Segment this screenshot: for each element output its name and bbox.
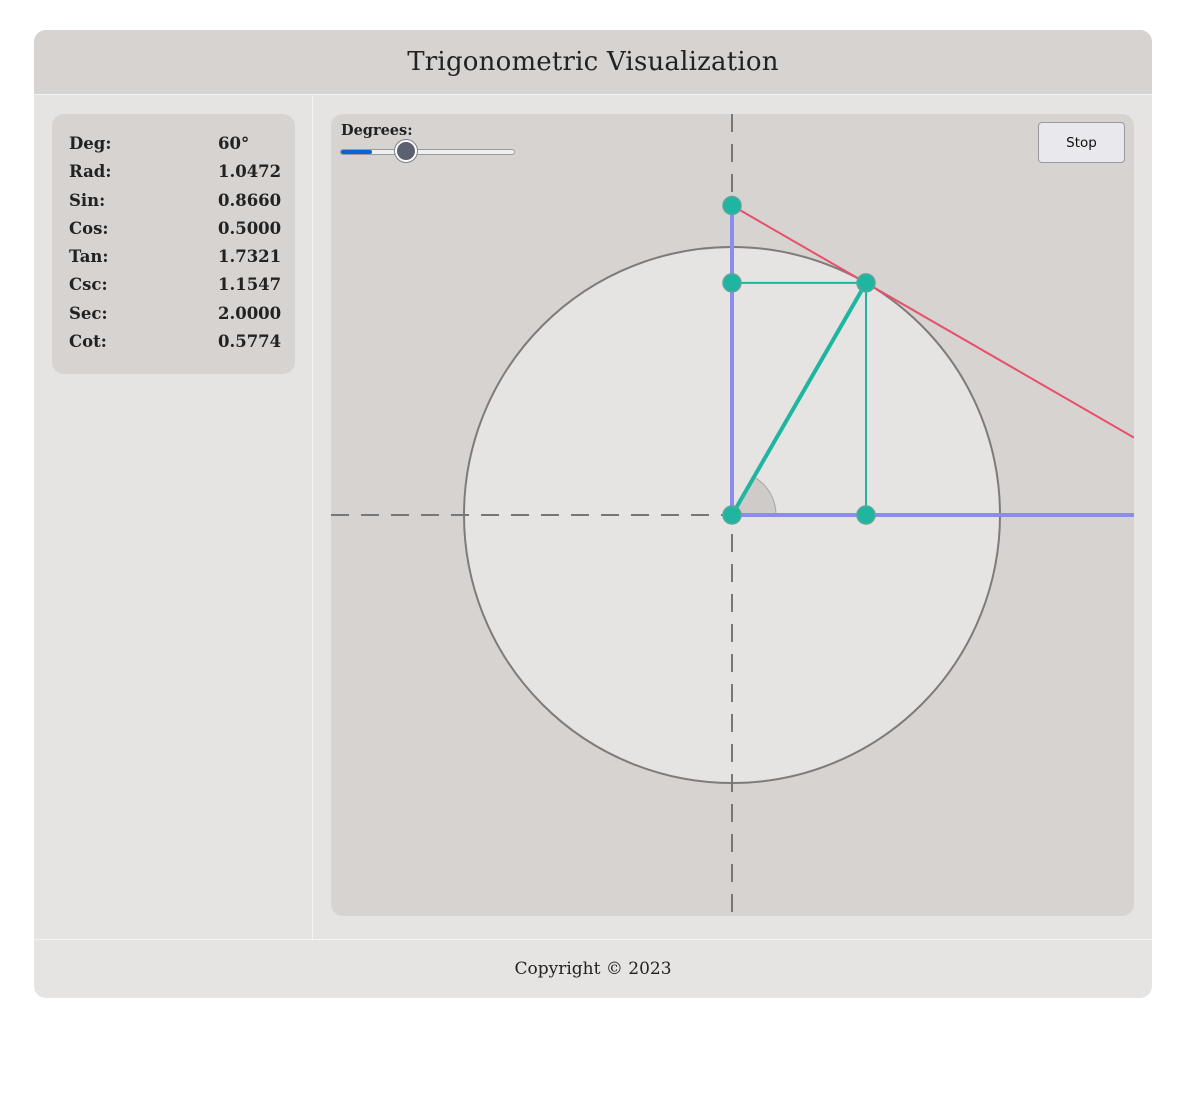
value-label: Csc: bbox=[69, 275, 108, 295]
value-number: 60° bbox=[218, 134, 250, 153]
value-row-rad: Rad: 1.0472 bbox=[69, 158, 295, 186]
sin-y-point bbox=[722, 273, 742, 293]
header: Trigonometric Visualization bbox=[34, 30, 1152, 95]
origin-point bbox=[722, 505, 742, 525]
value-number: 0.5000 bbox=[218, 218, 282, 238]
csc-point bbox=[722, 195, 742, 216]
value-row-sec: Sec: 2.0000 bbox=[69, 300, 295, 328]
value-number: 2.0000 bbox=[218, 303, 282, 323]
degrees-slider-thumb[interactable] bbox=[394, 140, 417, 162]
sidebar: Deg: 60° Rad: 1.0472 Sin: 0.8660 Cos: 0.5000… bbox=[34, 96, 313, 939]
value-row-deg: Deg: 60° bbox=[69, 130, 295, 158]
value-label: Deg: bbox=[69, 134, 112, 153]
value-number: 0.8660 bbox=[218, 190, 282, 210]
unit-circle-svg bbox=[331, 114, 1134, 916]
value-number: 0.5774 bbox=[218, 332, 282, 352]
value-label: Sin: bbox=[69, 190, 106, 210]
radius-line bbox=[730, 281, 868, 517]
copyright-text: Copyright © 2023 bbox=[514, 959, 672, 979]
value-number: 1.1547 bbox=[218, 275, 282, 295]
trig-values-panel: Deg: 60° Rad: 1.0472 Sin: 0.8660 Cos: 0.5000… bbox=[52, 114, 295, 374]
degrees-slider[interactable] bbox=[340, 140, 515, 162]
page-title: Trigonometric Visualization bbox=[407, 47, 779, 77]
degrees-slider-fill bbox=[341, 150, 372, 154]
value-number: 1.0472 bbox=[218, 162, 282, 182]
value-label: Tan: bbox=[69, 247, 109, 267]
app-window: Trigonometric Visualization Deg: 60° Rad:… bbox=[34, 30, 1152, 998]
value-label: Cot: bbox=[69, 332, 107, 352]
value-label: Cos: bbox=[69, 218, 109, 238]
unit-circle-canvas[interactable]: Degrees: Stop bbox=[331, 114, 1134, 916]
value-label: Sec: bbox=[69, 303, 108, 323]
angle-point bbox=[856, 273, 876, 293]
value-label: Rad: bbox=[69, 162, 112, 182]
value-row-csc: Csc: 1.1547 bbox=[69, 271, 295, 299]
footer: Copyright © 2023 bbox=[34, 939, 1152, 998]
cos-x-point bbox=[856, 505, 876, 525]
value-number: 1.7321 bbox=[218, 247, 282, 267]
value-row-cot: Cot: 0.5774 bbox=[69, 328, 295, 356]
value-row-sin: Sin: 0.8660 bbox=[69, 187, 295, 215]
tangent-line bbox=[731, 204, 1134, 439]
value-row-tan: Tan: 1.7321 bbox=[69, 243, 295, 271]
stop-button[interactable]: Stop bbox=[1038, 122, 1125, 163]
value-row-cos: Cos: 0.5000 bbox=[69, 215, 295, 243]
degrees-slider-label: Degrees: bbox=[341, 122, 413, 139]
